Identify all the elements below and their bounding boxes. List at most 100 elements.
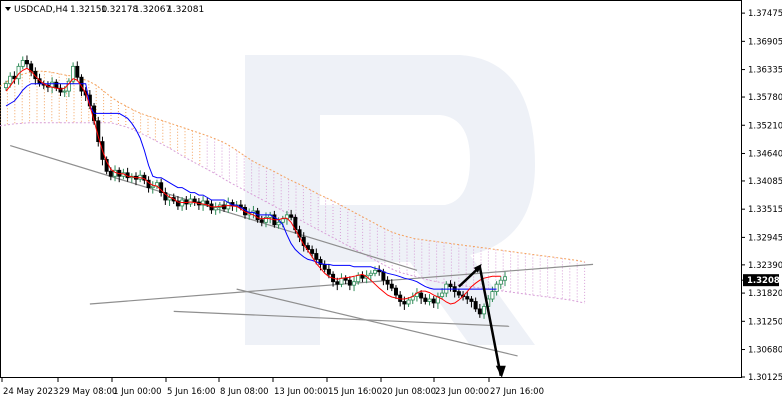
- y-tick-label: 1.32390: [748, 261, 782, 271]
- trendline-2: [236, 288, 518, 357]
- candle-body: [469, 298, 474, 302]
- forecast-arrowhead-up-icon: [473, 263, 482, 273]
- y-tick-label: 1.34640: [748, 149, 782, 159]
- x-tick-label: 13 Jun 00:00: [274, 387, 328, 397]
- y-axis: 1.37475 1.36905 1.36335 1.35780 1.35210 1.346…: [741, 9, 782, 383]
- candle-body: [54, 81, 59, 89]
- candle-body: [142, 174, 147, 181]
- candle-body: [205, 200, 210, 205]
- x-axis: 24 May 2023 29 May 08:001 Jun 00:00 5 Jun …: [1, 377, 544, 397]
- x-tick-label: 5 Jun 16:00: [167, 387, 216, 397]
- candle-body: [24, 59, 29, 65]
- y-tick-label: 1.35210: [748, 121, 782, 131]
- candle-body: [490, 291, 495, 300]
- x-tick-label: 29 May 08:00: [59, 387, 117, 397]
- candle-body: [498, 279, 503, 285]
- candle-body: [339, 277, 344, 285]
- candle-body: [276, 221, 281, 226]
- candle-body: [259, 219, 264, 223]
- candle-body: [280, 218, 285, 223]
- symbol-high: 1.32178: [101, 5, 138, 15]
- trendline-4: [173, 310, 510, 327]
- candle-body: [465, 296, 470, 300]
- candle-body: [402, 301, 407, 305]
- candle-body: [201, 200, 206, 206]
- candle-body: [360, 274, 365, 279]
- candle-body: [4, 83, 9, 89]
- y-tick-label: 1.31250: [748, 317, 782, 327]
- kijun-line: [5, 83, 497, 290]
- candle-body: [108, 170, 113, 177]
- candle-body: [377, 269, 382, 273]
- candle-body: [373, 269, 378, 274]
- candle-body: [222, 204, 227, 210]
- candle-body: [368, 272, 373, 276]
- cloud-span-a: [0, 70, 585, 263]
- candle-body: [389, 283, 394, 289]
- candle-body: [58, 87, 63, 93]
- candle-body: [322, 263, 327, 270]
- candle-body: [263, 216, 268, 223]
- candle-body: [310, 249, 315, 254]
- candle-body: [150, 185, 155, 189]
- y-tick-label: 1.34085: [748, 177, 782, 187]
- candle-body: [494, 283, 499, 292]
- x-tick-label: 24 May 2023: [3, 387, 58, 397]
- candle-body: [163, 192, 168, 201]
- candle-body: [335, 281, 340, 285]
- x-tick-label: 27 Jun 16:00: [490, 387, 544, 397]
- y-tick-label: 1.36905: [748, 37, 782, 47]
- candle-body: [75, 65, 80, 78]
- symbol-info: USDCAD,H4 1.32150 1.32178 1.32067 1.3208…: [5, 5, 204, 15]
- forecast-arrow: [458, 263, 506, 378]
- watermark-r-shape: [245, 55, 535, 345]
- candle-body: [427, 298, 432, 302]
- candle-body: [352, 281, 357, 286]
- candle-body: [347, 279, 352, 286]
- candle-body: [431, 298, 436, 304]
- candle-body: [343, 277, 348, 281]
- y-tick-label: 1.36335: [748, 66, 782, 76]
- candle-body: [289, 214, 294, 218]
- y-tick-label: 1.32945: [748, 233, 782, 243]
- candle-body: [62, 90, 67, 93]
- y-tick-label: 1.35780: [748, 93, 782, 103]
- watermark-logo: [245, 55, 535, 345]
- candle-body: [175, 200, 180, 207]
- candle-body: [440, 292, 445, 297]
- candle-body: [8, 75, 13, 85]
- candle-body: [381, 271, 386, 281]
- plot-frame: [0, 0, 742, 378]
- symbol-title: USDCAD,H4: [14, 5, 68, 15]
- candle-body: [192, 198, 197, 203]
- tenkan-line: [5, 67, 501, 305]
- candle-body: [473, 301, 478, 310]
- dropdown-triangle-icon[interactable]: [5, 7, 11, 11]
- candle-body: [159, 182, 164, 193]
- candle-body: [314, 253, 319, 260]
- y-tick-label: 1.33515: [748, 205, 782, 215]
- y-tick-label: 1.30680: [748, 346, 782, 356]
- candle-body: [385, 279, 390, 285]
- symbol-low: 1.32067: [134, 5, 171, 15]
- x-tick-label: 8 Jun 08:00: [220, 387, 269, 397]
- candle-body: [456, 291, 461, 296]
- x-tick-label: 20 Jun 08:00: [382, 387, 436, 397]
- candle-body: [188, 198, 193, 205]
- candle-body: [393, 287, 398, 296]
- candle-body: [326, 268, 331, 275]
- candle-body: [419, 292, 424, 299]
- y-tick-label: 1.31820: [748, 289, 782, 299]
- candle-body: [406, 299, 411, 305]
- candle-body: [213, 207, 218, 211]
- candle-body: [71, 65, 76, 82]
- current-price-badge: [743, 274, 779, 287]
- candle-body: [318, 259, 323, 265]
- candle-body: [20, 59, 25, 67]
- symbol-close: 1.32081: [167, 5, 204, 15]
- candle-body: [448, 283, 453, 288]
- current-price-label: 1.32081: [747, 276, 782, 286]
- y-tick-label: 1.37475: [748, 9, 782, 19]
